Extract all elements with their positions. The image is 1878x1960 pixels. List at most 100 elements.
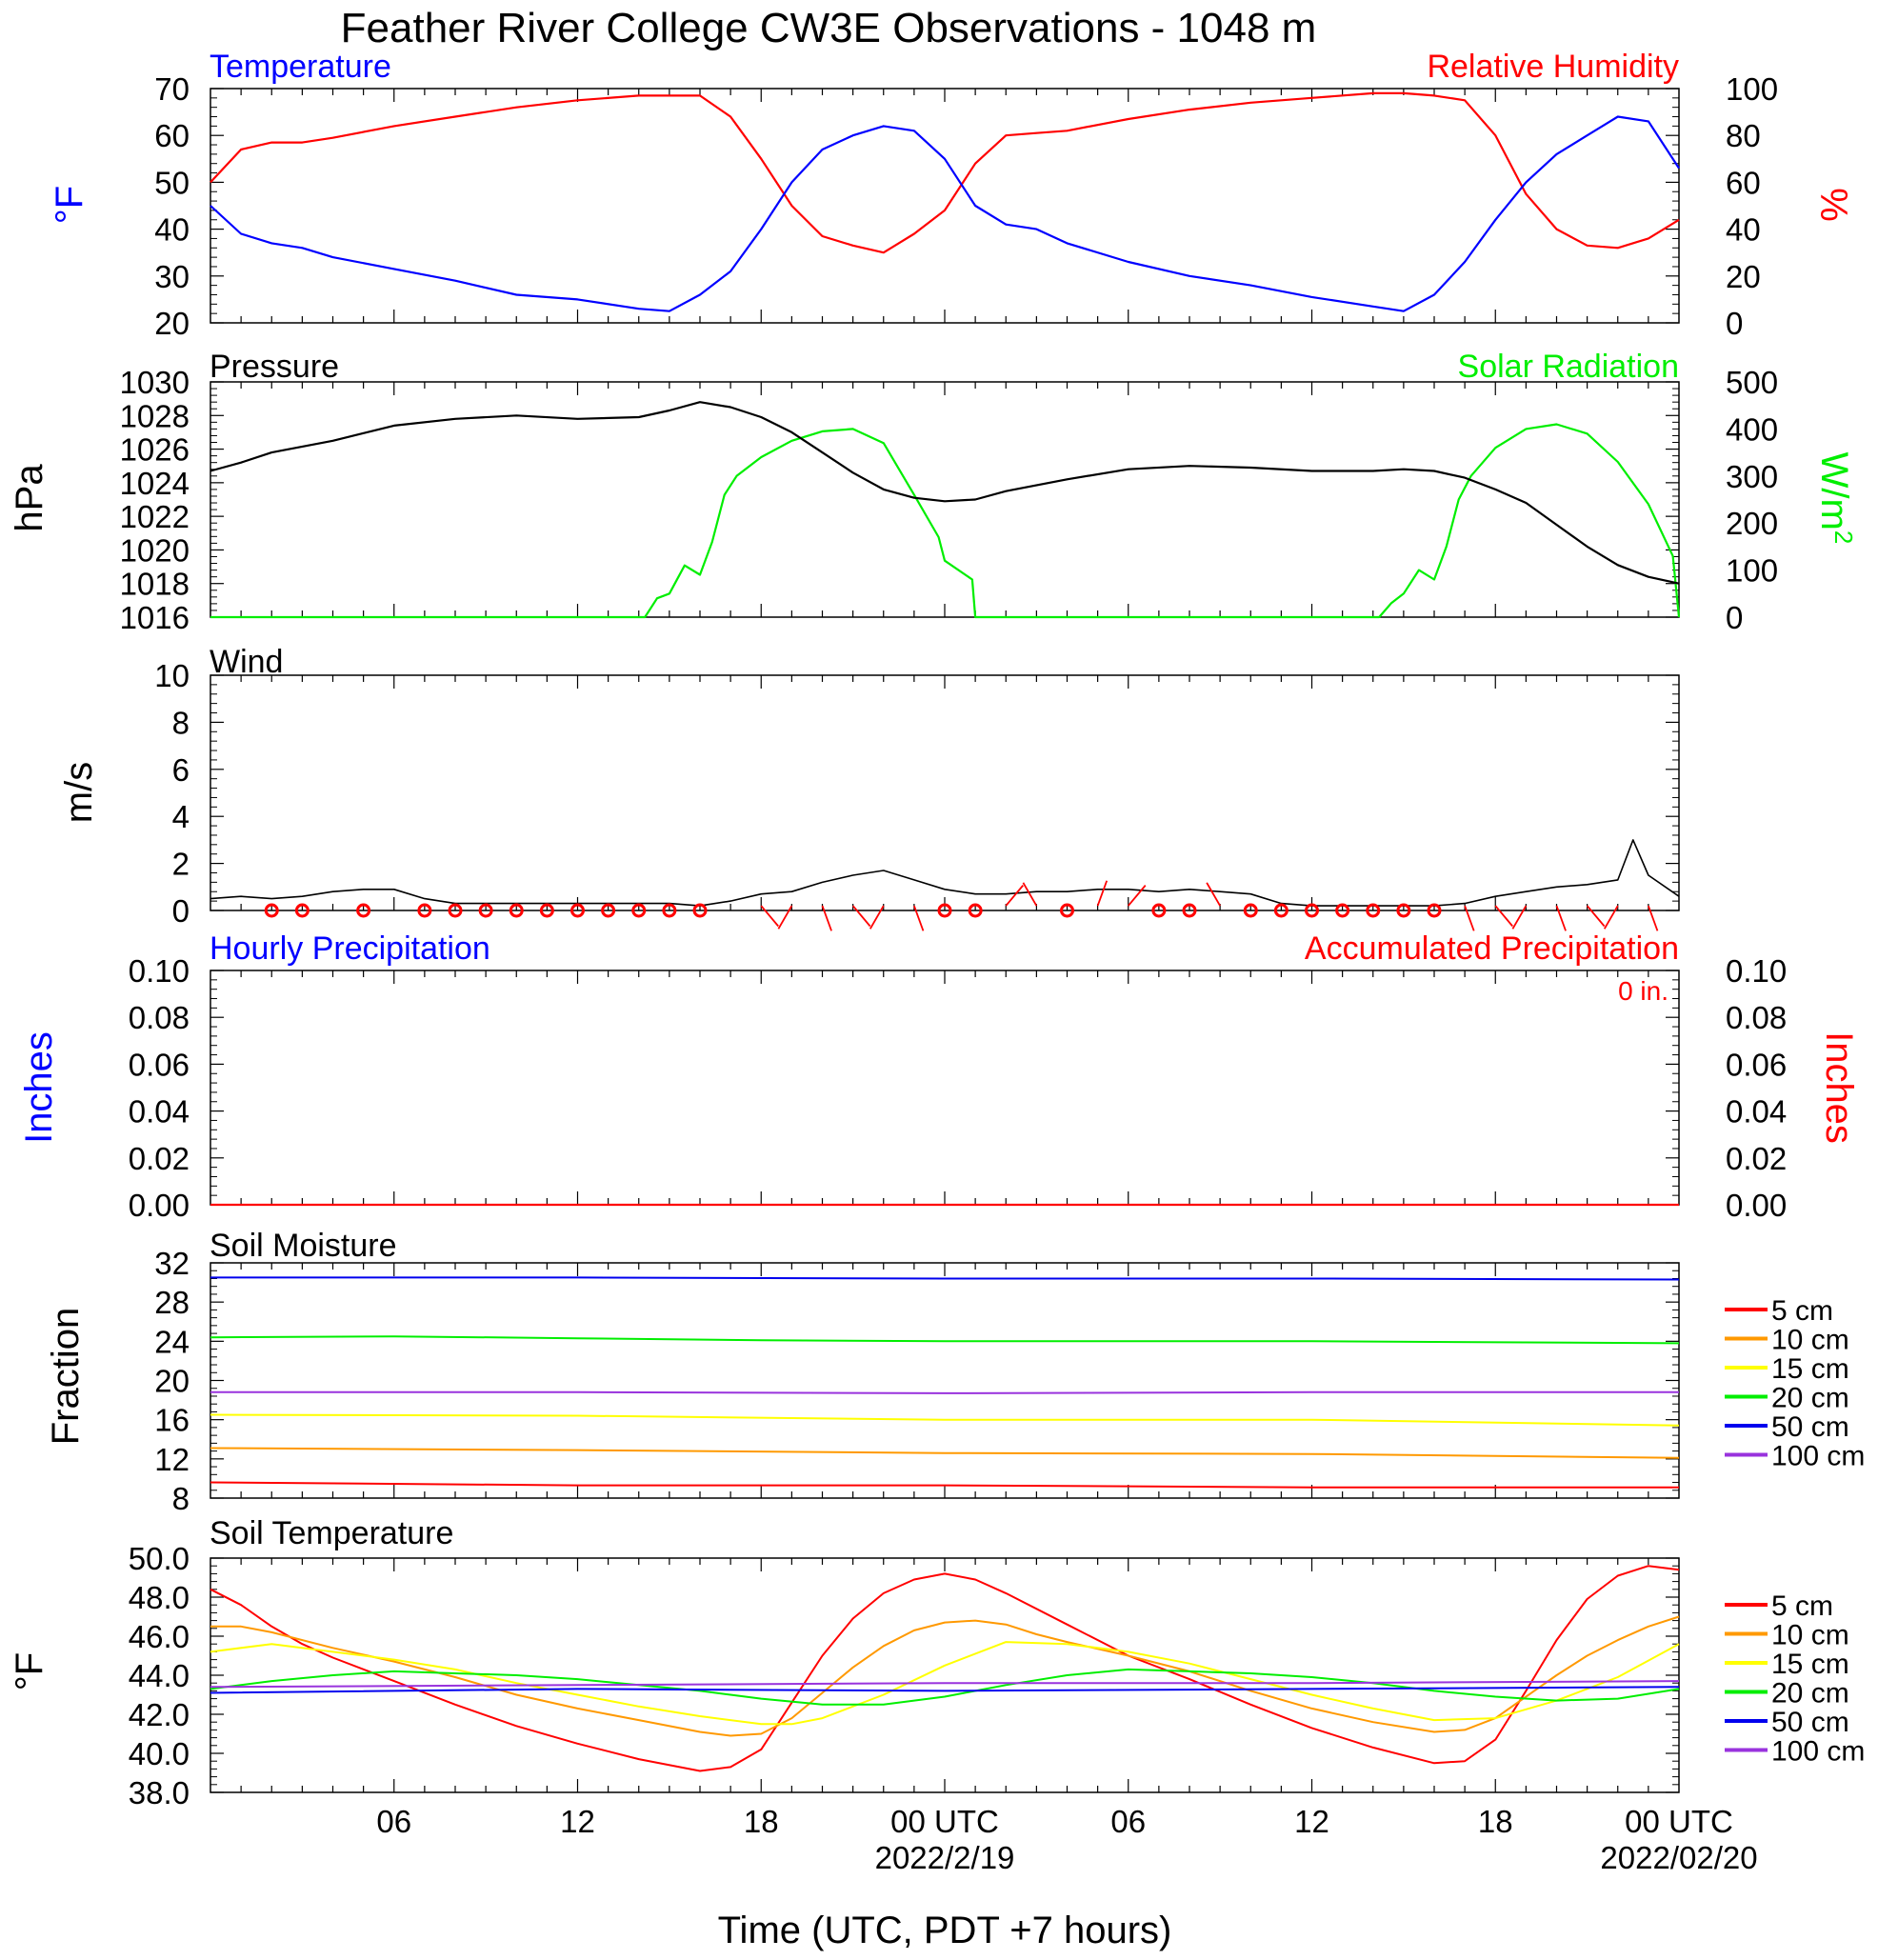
wind-barb <box>1555 905 1567 931</box>
humidity-line <box>210 91 1680 254</box>
soil_temp-y-tick-label: 44.0 <box>129 1658 190 1693</box>
soil_moisture-y-tick-label: 24 <box>154 1324 190 1359</box>
precip-y2-tick-label: 0.10 <box>1726 953 1787 989</box>
wind-speed-line <box>210 839 1680 907</box>
accum-precip-title: Accumulated Precipitation <box>1305 930 1679 967</box>
soil_moisture-frame <box>210 1262 1680 1499</box>
temp_rh-y-tick-label: 60 <box>154 118 190 153</box>
wind-calm-marker <box>1366 903 1381 918</box>
wind-y-tick-label: 6 <box>172 752 190 788</box>
soil-moisture-line-50cm <box>210 1276 1680 1281</box>
pressure_solar-y2-tick-label: 0 <box>1726 600 1743 635</box>
pressure-line <box>210 401 1680 585</box>
wind-calm-marker <box>1182 903 1197 918</box>
wind-barb <box>1128 885 1147 907</box>
soil_temp-legend-label: 20 cm <box>1771 1678 1849 1710</box>
soil-temp-title: Soil Temperature <box>210 1515 453 1551</box>
wind-calm-marker <box>601 903 616 918</box>
x-tick-label: 06 <box>376 1804 411 1839</box>
wind-y-tick-label: 4 <box>172 799 190 834</box>
soil-moisture-line-10cm <box>210 1447 1680 1459</box>
x-date-label: 2022/02/20 <box>1600 1840 1757 1875</box>
wind-calm-marker <box>509 903 524 918</box>
x-axis-label: Time (UTC, PDT +7 hours) <box>718 1910 1172 1951</box>
wind-calm-marker <box>1427 903 1442 918</box>
wind-y-tick-label: 2 <box>172 847 190 882</box>
precip-y-tick-label: 0.00 <box>129 1188 190 1223</box>
wind-barb <box>1206 882 1221 907</box>
x-tick-label: 06 <box>1110 1804 1146 1839</box>
soil_moisture-legend-label: 50 cm <box>1771 1411 1849 1443</box>
precip-y-tick-label: 0.10 <box>129 953 190 989</box>
soil_temp-legend-label: 50 cm <box>1771 1707 1849 1738</box>
pressure_solar-y-tick-label: 1028 <box>120 398 190 433</box>
wind-calm-marker <box>937 903 952 918</box>
temp_rh-y2-tick-label: 100 <box>1726 71 1778 107</box>
wind-unit: m/s <box>58 762 100 823</box>
wind-barb <box>1022 882 1038 907</box>
soil_temp-legend-label: 100 cm <box>1771 1736 1865 1768</box>
wind-barb <box>1005 885 1024 907</box>
wind-calm-marker <box>1273 903 1289 918</box>
temp_rh-y2-tick-label: 40 <box>1726 212 1761 248</box>
chart-title: Feather River College CW3E Observations … <box>341 5 1317 51</box>
temperature-title: Temperature <box>210 49 391 85</box>
precip-y2-tick-label: 0.06 <box>1726 1047 1787 1082</box>
wind-frame <box>210 674 1680 911</box>
pressure_solar-y-tick-label: 1022 <box>120 499 190 534</box>
soil_temp-y-tick-label: 46.0 <box>129 1619 190 1654</box>
pressure_solar-y-tick-label: 1024 <box>120 466 190 501</box>
wind-barb <box>760 905 779 928</box>
wind-calm-marker <box>662 903 677 918</box>
soil_temp-frame <box>210 1557 1680 1793</box>
precip-y2-tick-label: 0.04 <box>1726 1094 1787 1130</box>
wind-y-tick-label: 8 <box>172 705 190 740</box>
chart-marks: 7060504030201008060402001030102810261024… <box>120 71 1866 1875</box>
humidity-title: Relative Humidity <box>1427 49 1679 85</box>
wind-calm-marker <box>968 903 983 918</box>
humidity-unit: % <box>1812 188 1854 222</box>
x-tick-label: 00 UTC <box>890 1804 999 1839</box>
precip-y-tick-label: 0.08 <box>129 1000 190 1035</box>
wind-calm-marker <box>1060 903 1074 918</box>
soil_temp-legend-label: 5 cm <box>1771 1590 1833 1622</box>
pressure_solar-y2-tick-label: 400 <box>1726 411 1778 447</box>
soil-moisture-line-20cm <box>210 1335 1680 1345</box>
wind-calm-marker <box>417 903 432 918</box>
soil-temp-unit: °F <box>9 1652 50 1690</box>
hourly-precip-title: Hourly Precipitation <box>210 930 490 967</box>
temperature-line <box>210 115 1680 312</box>
temp_rh-y-tick-label: 30 <box>154 259 190 294</box>
wind-calm-marker <box>631 903 647 918</box>
soil_moisture-legend-label: 20 cm <box>1771 1383 1849 1414</box>
x-tick-label: 18 <box>744 1804 779 1839</box>
temp_rh-y-tick-label: 40 <box>154 212 190 248</box>
wind-calm-marker <box>478 903 493 918</box>
wind-calm-marker <box>1396 903 1411 918</box>
x-tick-label: 12 <box>560 1804 595 1839</box>
temp_rh-y2-tick-label: 60 <box>1726 165 1761 200</box>
temp_rh-y2-tick-label: 80 <box>1726 118 1761 153</box>
wind-barb <box>777 905 793 930</box>
precip-y2-tick-label: 0.08 <box>1726 1000 1787 1035</box>
wind-calm-marker <box>264 903 279 918</box>
temp_rh-y2-tick-label: 20 <box>1726 259 1761 294</box>
wind-barb <box>1511 905 1528 930</box>
wind-barb <box>1648 905 1659 931</box>
temp_rh-y-tick-label: 50 <box>154 165 190 200</box>
soil_moisture-y-tick-label: 32 <box>154 1246 190 1281</box>
soil_moisture-y-tick-label: 28 <box>154 1285 190 1320</box>
hourly-precip-unit: Inches <box>18 1031 60 1144</box>
wind-calm-marker <box>1305 903 1319 918</box>
wind-calm-marker <box>539 903 554 918</box>
soil_temp-y-tick-label: 48.0 <box>129 1580 190 1615</box>
soil-moisture-line-15cm <box>210 1413 1680 1427</box>
temp_rh-y-tick-label: 70 <box>154 71 190 107</box>
solar-title: Solar Radiation <box>1458 349 1679 385</box>
soil-moisture-line-100cm <box>210 1390 1679 1394</box>
pressure_solar-y2-tick-label: 500 <box>1726 365 1778 400</box>
temp_rh-frame <box>210 88 1680 324</box>
wind-calm-marker <box>1151 903 1167 918</box>
wind-barb <box>913 905 925 931</box>
